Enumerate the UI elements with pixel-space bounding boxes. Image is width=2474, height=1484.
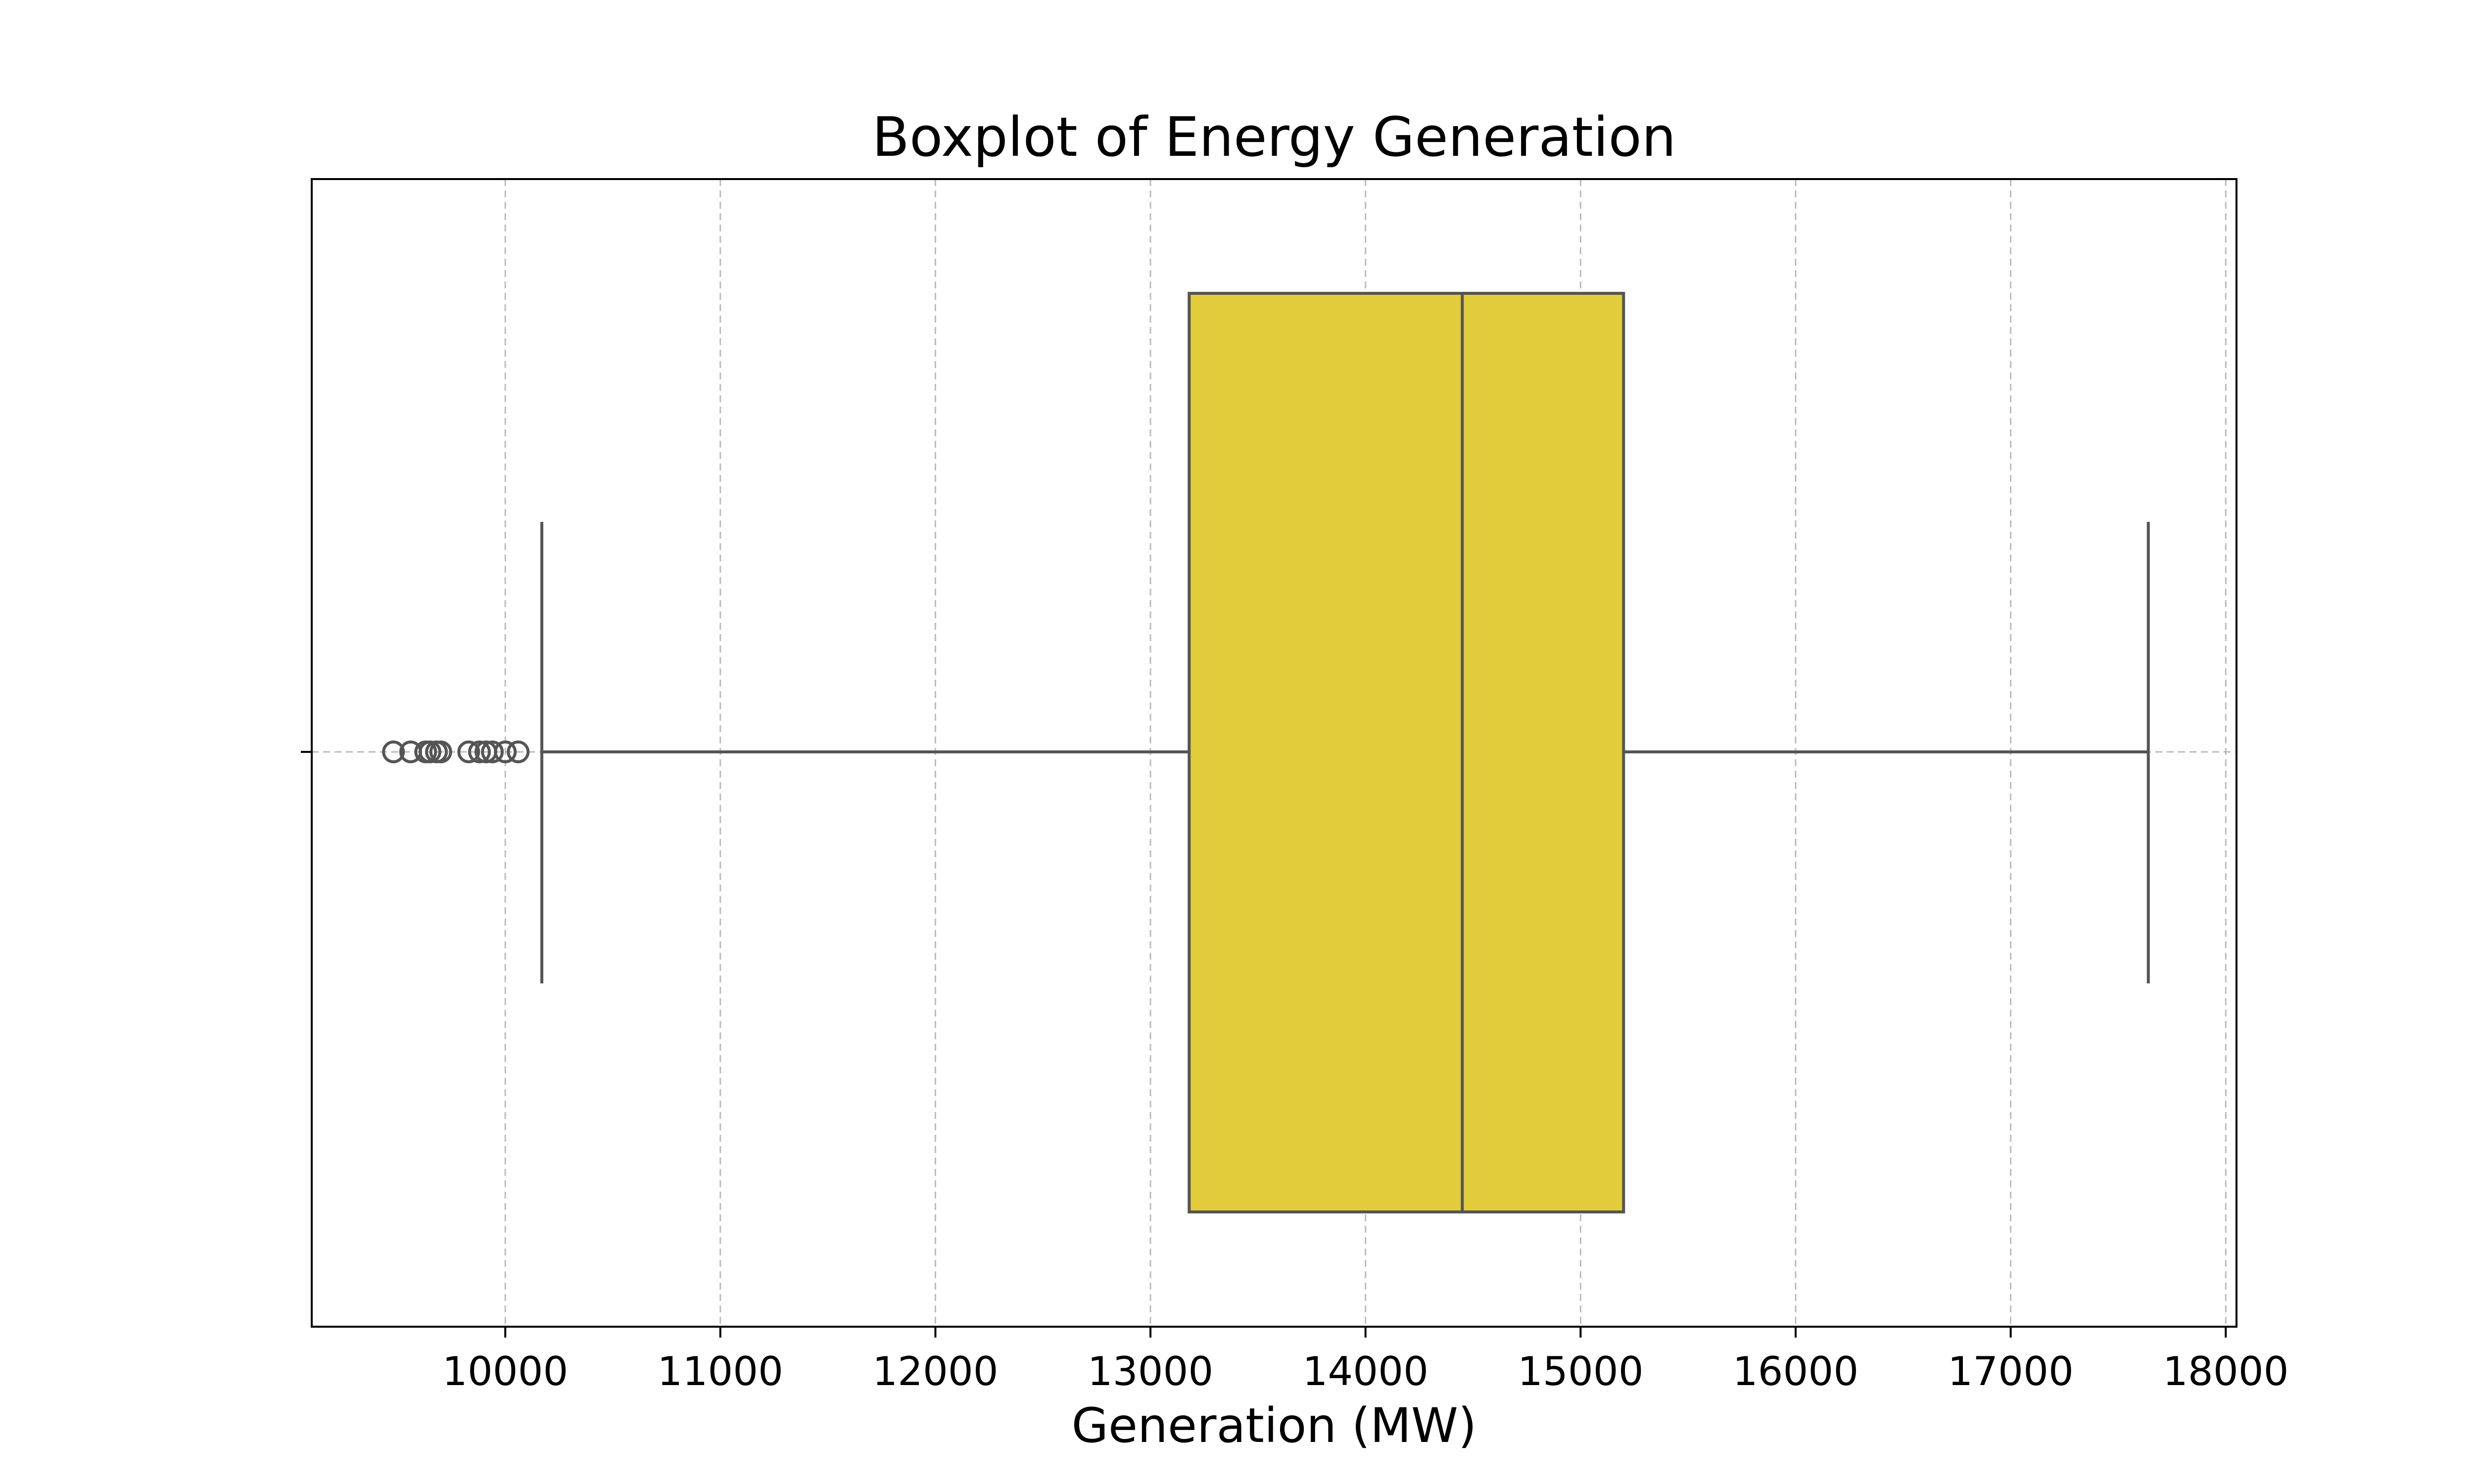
- x-tick-label: 15000: [1518, 1348, 1644, 1394]
- outlier-point: [494, 741, 517, 763]
- iqr-box: [1188, 292, 1625, 1213]
- x-tick-label: 17000: [1948, 1348, 2074, 1394]
- outlier-point: [382, 741, 405, 763]
- outlier-point: [457, 741, 480, 763]
- outlier-point: [468, 741, 491, 763]
- x-tick-label: 16000: [1733, 1348, 1859, 1394]
- x-axis-ticks: 10000 11000 12000 13000 14000 15000 16000 17000…: [301, 751, 2289, 1394]
- x-tick-label: 14000: [1302, 1348, 1428, 1394]
- x-tick-label: 11000: [658, 1348, 784, 1394]
- plot-area: [382, 292, 2150, 1213]
- outlier-point: [419, 741, 442, 763]
- x-axis-label: Generation (MW): [1072, 1398, 1477, 1453]
- x-tick-label: 18000: [2163, 1348, 2289, 1394]
- x-tick-label: 13000: [1088, 1348, 1214, 1394]
- outlier-point: [429, 741, 452, 763]
- x-tick-label: 10000: [442, 1348, 569, 1394]
- outlier-point: [481, 741, 504, 763]
- x-tick-label: 12000: [872, 1348, 999, 1394]
- chart-title: Boxplot of Energy Generation: [872, 105, 1676, 169]
- outlier-point: [507, 741, 530, 763]
